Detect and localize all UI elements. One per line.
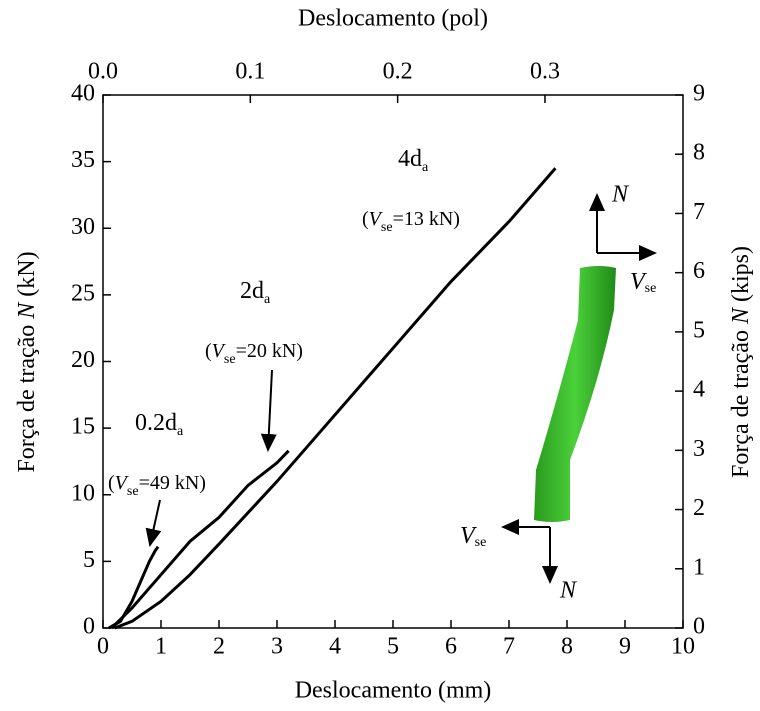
x2-tick-label: 0.3 bbox=[530, 59, 560, 85]
y2-tick-label: 9 bbox=[693, 81, 705, 107]
annotation-label: 0.2da bbox=[135, 410, 184, 440]
x-axis-label: Deslocamento (mm) bbox=[295, 678, 492, 704]
x2-axis-label: Deslocamento (pol) bbox=[298, 6, 488, 32]
x2-tick-label: 0.2 bbox=[383, 59, 413, 85]
x-tick-label: 10 bbox=[671, 634, 695, 660]
series-line bbox=[115, 168, 556, 628]
x-tick-label: 5 bbox=[387, 634, 399, 660]
x2-tick-label: 0.0 bbox=[88, 59, 118, 85]
y2-tick-label: 0 bbox=[693, 614, 705, 640]
y-tick-label: 0 bbox=[83, 614, 95, 640]
y-tick-label: 20 bbox=[71, 347, 95, 373]
x-tick-label: 8 bbox=[561, 634, 573, 660]
y2-tick-label: 2 bbox=[693, 495, 705, 521]
chart: Deslocamento (mm) Deslocamento (pol) For… bbox=[0, 0, 760, 711]
annotation-shear: (Vse=13 kN) bbox=[362, 208, 460, 236]
y2-axis-label: Força de tração N (kips) bbox=[728, 246, 754, 478]
y2-tick-label: 6 bbox=[693, 258, 705, 284]
x-tick-label: 4 bbox=[329, 634, 341, 660]
diagram-label: N bbox=[559, 578, 578, 604]
y-tick-label: 25 bbox=[71, 280, 95, 306]
y2-tick-label: 5 bbox=[693, 317, 705, 343]
y2-tick-label: 8 bbox=[693, 140, 705, 166]
annotation-label: 2da bbox=[240, 278, 271, 308]
y2-tick-label: 7 bbox=[693, 199, 705, 225]
diagram-label: N bbox=[611, 182, 630, 208]
x2-tick-label: 0.1 bbox=[235, 59, 265, 85]
y-tick-label: 5 bbox=[83, 547, 95, 573]
annotation-shear: (Vse=49 kN) bbox=[108, 472, 206, 500]
y-tick-label: 10 bbox=[71, 480, 95, 506]
y2-tick-label: 3 bbox=[693, 436, 705, 462]
y-axis-label: Força de tração N (kN) bbox=[14, 251, 40, 472]
x-tick-label: 9 bbox=[619, 634, 631, 660]
beam bbox=[534, 266, 616, 522]
x-tick-label: 6 bbox=[445, 634, 457, 660]
diagram-label: Vse bbox=[460, 523, 486, 551]
y-tick-label: 30 bbox=[71, 214, 95, 240]
y-tick-label: 35 bbox=[71, 147, 95, 173]
y-tick-label: 15 bbox=[71, 414, 95, 440]
x-tick-label: 2 bbox=[213, 634, 225, 660]
annotation-shear: (Vse=20 kN) bbox=[205, 340, 303, 368]
x-tick-label: 3 bbox=[271, 634, 283, 660]
y2-tick-label: 1 bbox=[693, 554, 705, 580]
y2-tick-label: 4 bbox=[693, 377, 705, 403]
diagram-label: Vse bbox=[630, 269, 656, 297]
x-tick-label: 1 bbox=[155, 634, 167, 660]
annotation-label: 4da bbox=[398, 146, 429, 176]
x-tick-label: 0 bbox=[97, 634, 109, 660]
x-tick-label: 7 bbox=[503, 634, 515, 660]
